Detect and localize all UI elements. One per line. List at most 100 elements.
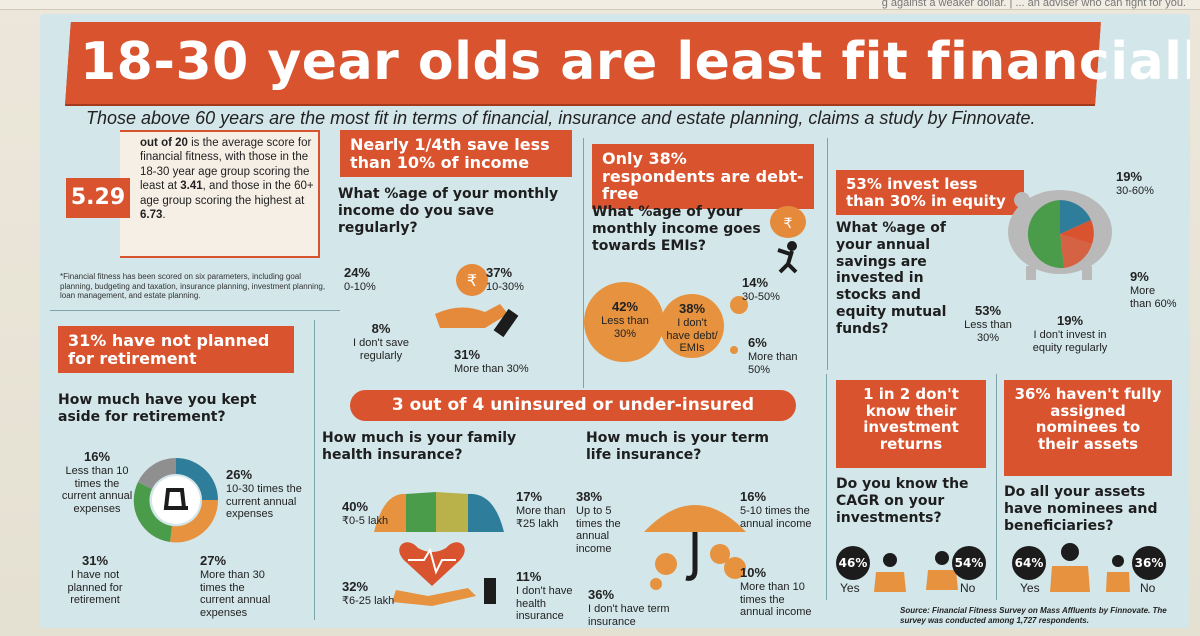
retirement-pct-2: 26% [226,467,253,482]
debt-bubble-3 [730,296,748,314]
health-item-3: 32% ₹6-25 lakh [342,579,412,608]
retirement-item-4: 27% More than 30 times the current annual… [200,553,280,620]
retirement-label-4: More than 30 times the current annual ex… [200,568,271,619]
savings-item-1: 24% 0-10% [344,265,376,294]
nominees-tag: 36% haven't fully assigned nominees to t… [1004,380,1172,476]
retirement-pct-3: 31% [81,553,109,568]
term-item-3: 36% I don't have term insurance [588,587,688,628]
equity-label-3: Less than 30% [964,318,1012,344]
retirement-item-1: 16% Less than 10 times the current annual… [60,449,134,516]
debt-pct-3: 14% [742,275,769,290]
equity-pct-4: 19% [1056,313,1084,328]
fitness-footnote: *Financial fitness has been scored on si… [60,272,326,301]
debt-item-4: 6% More than 50% [748,335,808,376]
returns-yes-label: Yes [840,581,860,595]
debt-bubble-1 [584,282,664,362]
standfirst: Those above 60 years are the most fit in… [86,108,1036,128]
debt-question: What %age of your monthly income goes to… [592,204,761,254]
health-pct-3: 32% [342,579,369,594]
returns-yes-pct: 46% [836,546,870,580]
health-question: How much is your family health insurance… [322,430,517,463]
svg-text:₹: ₹ [467,271,477,290]
health-label-3: ₹6-25 lakh [342,594,395,607]
health-label-4: I don't have health insurance [516,584,573,623]
nominees-no-label: No [1140,581,1156,595]
savings-label-4: More than 30% [454,362,529,375]
debt-bubble-4 [730,346,738,354]
adjacent-article-strip: g against a weaker dollar. | ... an advi… [0,0,1200,10]
retirement-pct-1: 16% [83,449,111,464]
equity-label-4: I don't invest in equity regularly [1032,328,1108,354]
person-yes-icon [874,553,906,592]
debt-item-1: 42% Less than 30% [600,299,650,340]
retirement-item-2: 26% 10-30 times the current annual expens… [226,467,306,521]
health-label-2: More than ₹25 lakh [516,504,566,530]
headline: 18-30 year olds are least fit financiall… [80,32,1190,92]
fitness-score-high: 6.73 [140,208,163,221]
fitness-score-desc-a: is the average score for financial fitne… [140,137,312,193]
fitness-score-value: 5.29 [66,178,130,218]
health-pct-1: 40% [342,499,369,514]
svg-text:₹: ₹ [784,216,793,232]
health-item-1: 40% ₹0-5 lakh [342,499,402,528]
savings-pct-3: 8% [371,321,391,336]
retirement-label-2: 10-30 times the current annual expenses [226,482,302,521]
savings-label-2: 10-30% [486,280,524,293]
divider [827,138,828,370]
equity-question: What %age of your annual savings are inv… [836,220,947,337]
savings-item-4: 31% More than 30% [454,347,564,376]
debt-bubble-2 [660,294,724,358]
piggy-bank-pie-chart [1008,190,1112,280]
equity-item-1: 19% 30-60% [1116,169,1176,198]
term-label-3: I don't have term insurance [588,602,670,628]
fitness-score-box [120,130,320,258]
health-label-1: ₹0-5 lakh [342,514,389,527]
nominees-no-pct: 36% [1132,546,1166,580]
savings-pct-1: 24% [344,265,371,280]
term-label-4: More than 10 times the annual income [740,580,812,619]
equity-tag: 53% invest less than 30% in equity [836,170,1024,215]
adjacent-article-text: g against a weaker dollar. | ... an advi… [881,0,1186,9]
term-pct-3: 36% [588,587,615,602]
umbrella-heart-icon [374,492,504,606]
umbrella-coins-icon [644,505,746,590]
debt-pct-1: 42% [611,299,639,314]
retirement-label-3: I have not planned for retirement [67,568,123,607]
savings-label-1: 0-10% [344,280,376,293]
debt-label-3: 30-50% [742,290,780,303]
debt-item-3: 14% 30-50% [742,275,802,304]
debt-label-4: More than 50% [748,350,798,376]
equity-item-4: 19% I don't invest in equity regularly [1020,313,1120,354]
retirement-label-1: Less than 10 times the current annual ex… [61,464,133,515]
savings-question: What %age of your monthly income do you … [338,186,559,236]
term-label-2: 5-10 times the annual income [740,504,812,530]
debt-item-2: 38% I don't have debt/ EMIs [666,301,718,355]
health-pct-4: 11% [516,569,542,584]
retirement-pct-4: 27% [200,553,227,568]
equity-label-1: 30-60% [1116,184,1154,197]
term-item-1: 38% Up to 5 times the annual income [576,489,638,556]
money-bag-icon: ₹ [770,206,806,274]
fitness-score-low: 3.41 [180,180,203,193]
term-label-1: Up to 5 times the annual income [576,504,621,555]
savings-pct-2: 37% [486,265,513,280]
savings-pct-4: 31% [454,347,481,362]
fitness-score-unit: out of 20 [140,137,188,149]
debt-label-1: Less than 30% [601,314,649,340]
infographic: 18-30 year olds are least fit financiall… [40,14,1190,628]
source-note: Source: Financial Fitness Survey on Mass… [900,606,1167,625]
fitness-score-text: out of 20 is the average score for finan… [140,137,314,221]
nominees-yes-label: Yes [1020,581,1040,595]
debt-pct-4: 6% [748,335,767,350]
savings-item-2: 37% 10-30% [486,265,556,294]
savings-item-3: 8% I don't save regularly [346,321,416,362]
person-no-icon [926,551,958,590]
family-yes-icon [1050,543,1090,592]
returns-no-pct: 54% [952,546,986,580]
health-item-4: 11% I don't have health insurance [516,569,586,623]
retirement-item-3: 31% I have not planned for retirement [62,553,128,607]
insurance-tag: 3 out of 4 uninsured or under-insured [350,390,796,421]
returns-no-label: No [960,581,976,595]
returns-question: Do you know the CAGR on your investments… [836,476,969,526]
retirement-question: How much have you kept aside for retirem… [58,392,257,425]
